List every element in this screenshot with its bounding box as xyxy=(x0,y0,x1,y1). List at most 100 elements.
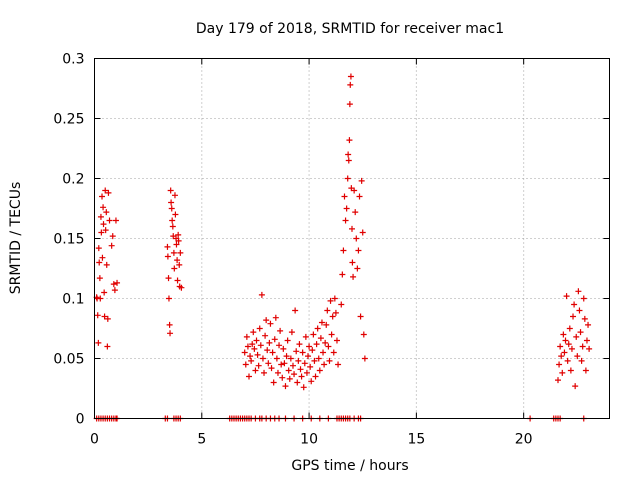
y-tick-label: 0.2 xyxy=(62,172,84,188)
data-point-plus xyxy=(349,259,356,266)
data-point-plus xyxy=(112,217,119,224)
data-point-plus xyxy=(567,367,574,374)
data-point-plus xyxy=(292,307,299,314)
data-point-plus xyxy=(352,209,359,216)
data-point-plus xyxy=(271,336,278,343)
data-point-plus xyxy=(349,225,355,232)
data-point-plus xyxy=(295,357,302,364)
data-point-plus xyxy=(324,307,331,314)
data-point-plus xyxy=(171,192,178,199)
data-point-plus xyxy=(340,247,347,254)
data-point-plus xyxy=(301,360,308,367)
y-tick-label: 0 xyxy=(76,412,85,428)
data-point-plus xyxy=(164,253,171,260)
data-point-plus xyxy=(173,241,180,248)
data-point-plus xyxy=(309,347,316,354)
data-point-plus xyxy=(353,235,360,242)
data-point-plus xyxy=(284,337,291,344)
x-axis-label: GPS time / hours xyxy=(291,458,408,474)
data-point-plus xyxy=(95,245,102,252)
data-point-plus xyxy=(168,205,175,212)
y-tick-label: 0.15 xyxy=(53,232,84,248)
data-point-plus xyxy=(241,349,248,356)
data-point-plus xyxy=(98,229,105,236)
data-point-plus xyxy=(307,363,314,370)
data-point-plus xyxy=(586,345,593,352)
data-point-plus xyxy=(299,349,306,356)
data-point-plus xyxy=(322,339,329,346)
data-point-plus xyxy=(272,314,279,321)
data-point-plus xyxy=(246,373,252,380)
data-point-plus xyxy=(101,289,108,296)
data-point-plus xyxy=(341,193,348,200)
data-point-plus xyxy=(283,353,290,360)
data-point-plus xyxy=(561,349,568,356)
data-point-plus xyxy=(100,204,107,211)
data-point-plus xyxy=(583,337,590,344)
data-point-plus xyxy=(575,288,582,295)
data-point-plus xyxy=(314,325,321,332)
data-point-plus xyxy=(251,345,258,352)
data-point-plus xyxy=(175,231,182,238)
data-point-plus xyxy=(350,273,357,280)
data-point-plus xyxy=(333,337,340,344)
data-point-plus xyxy=(279,374,286,381)
data-point-plus xyxy=(331,295,338,302)
data-point-plus xyxy=(96,275,103,282)
data-point-plus xyxy=(101,313,108,320)
data-point-plus xyxy=(103,261,110,268)
data-point-plus xyxy=(580,295,587,302)
data-point-plus xyxy=(104,343,111,350)
data-point-plus xyxy=(252,367,259,374)
data-point-plus xyxy=(96,259,103,266)
data-point-plus xyxy=(581,315,588,322)
data-point-plus xyxy=(347,81,354,88)
data-point-plus xyxy=(555,377,561,384)
data-point-plus xyxy=(266,339,273,346)
data-point-plus xyxy=(269,349,276,356)
data-point-plus xyxy=(328,331,335,338)
data-point-plus xyxy=(344,175,351,182)
data-point-plus xyxy=(267,320,274,327)
data-point-plus xyxy=(277,327,284,334)
data-point-plus xyxy=(244,343,251,350)
data-point-plus xyxy=(114,279,121,286)
data-point-plus xyxy=(308,378,315,385)
data-point-plus xyxy=(165,275,172,282)
data-point-plus xyxy=(311,357,318,364)
data-point-plus xyxy=(286,375,293,382)
y-tick-label: 0.3 xyxy=(62,52,84,68)
data-point-plus xyxy=(310,331,317,338)
data-point-plus xyxy=(95,339,102,346)
data-point-plus xyxy=(264,347,271,354)
data-point-plus xyxy=(335,361,342,368)
data-point-plus xyxy=(351,187,358,194)
data-point-plus xyxy=(347,73,354,80)
data-point-plus xyxy=(330,349,337,356)
data-point-plus xyxy=(578,357,585,364)
data-point-plus xyxy=(242,361,249,368)
data-point-plus xyxy=(110,281,117,288)
data-point-plus xyxy=(343,205,350,212)
data-point-plus xyxy=(339,271,346,278)
data-point-plus xyxy=(169,223,176,230)
data-point-plus xyxy=(302,333,309,340)
data-point-plus xyxy=(306,343,313,350)
data-point-plus xyxy=(357,313,364,320)
data-point-plus xyxy=(574,353,581,360)
data-point-plus xyxy=(102,227,109,234)
data-point-plus xyxy=(259,355,266,362)
data-point-plus xyxy=(288,329,295,336)
data-point-plus xyxy=(585,321,592,328)
data-point-plus xyxy=(280,345,287,352)
data-point-plus xyxy=(346,137,353,144)
data-point-plus xyxy=(175,237,182,244)
data-point-plus xyxy=(97,295,104,302)
data-point-plus xyxy=(320,349,327,356)
data-point-plus xyxy=(171,265,178,272)
data-point-plus xyxy=(579,343,586,350)
y-tick-label: 0.05 xyxy=(53,352,84,368)
data-point-plus xyxy=(174,257,181,264)
data-point-plus xyxy=(247,353,254,360)
data-point-plus xyxy=(167,187,174,194)
